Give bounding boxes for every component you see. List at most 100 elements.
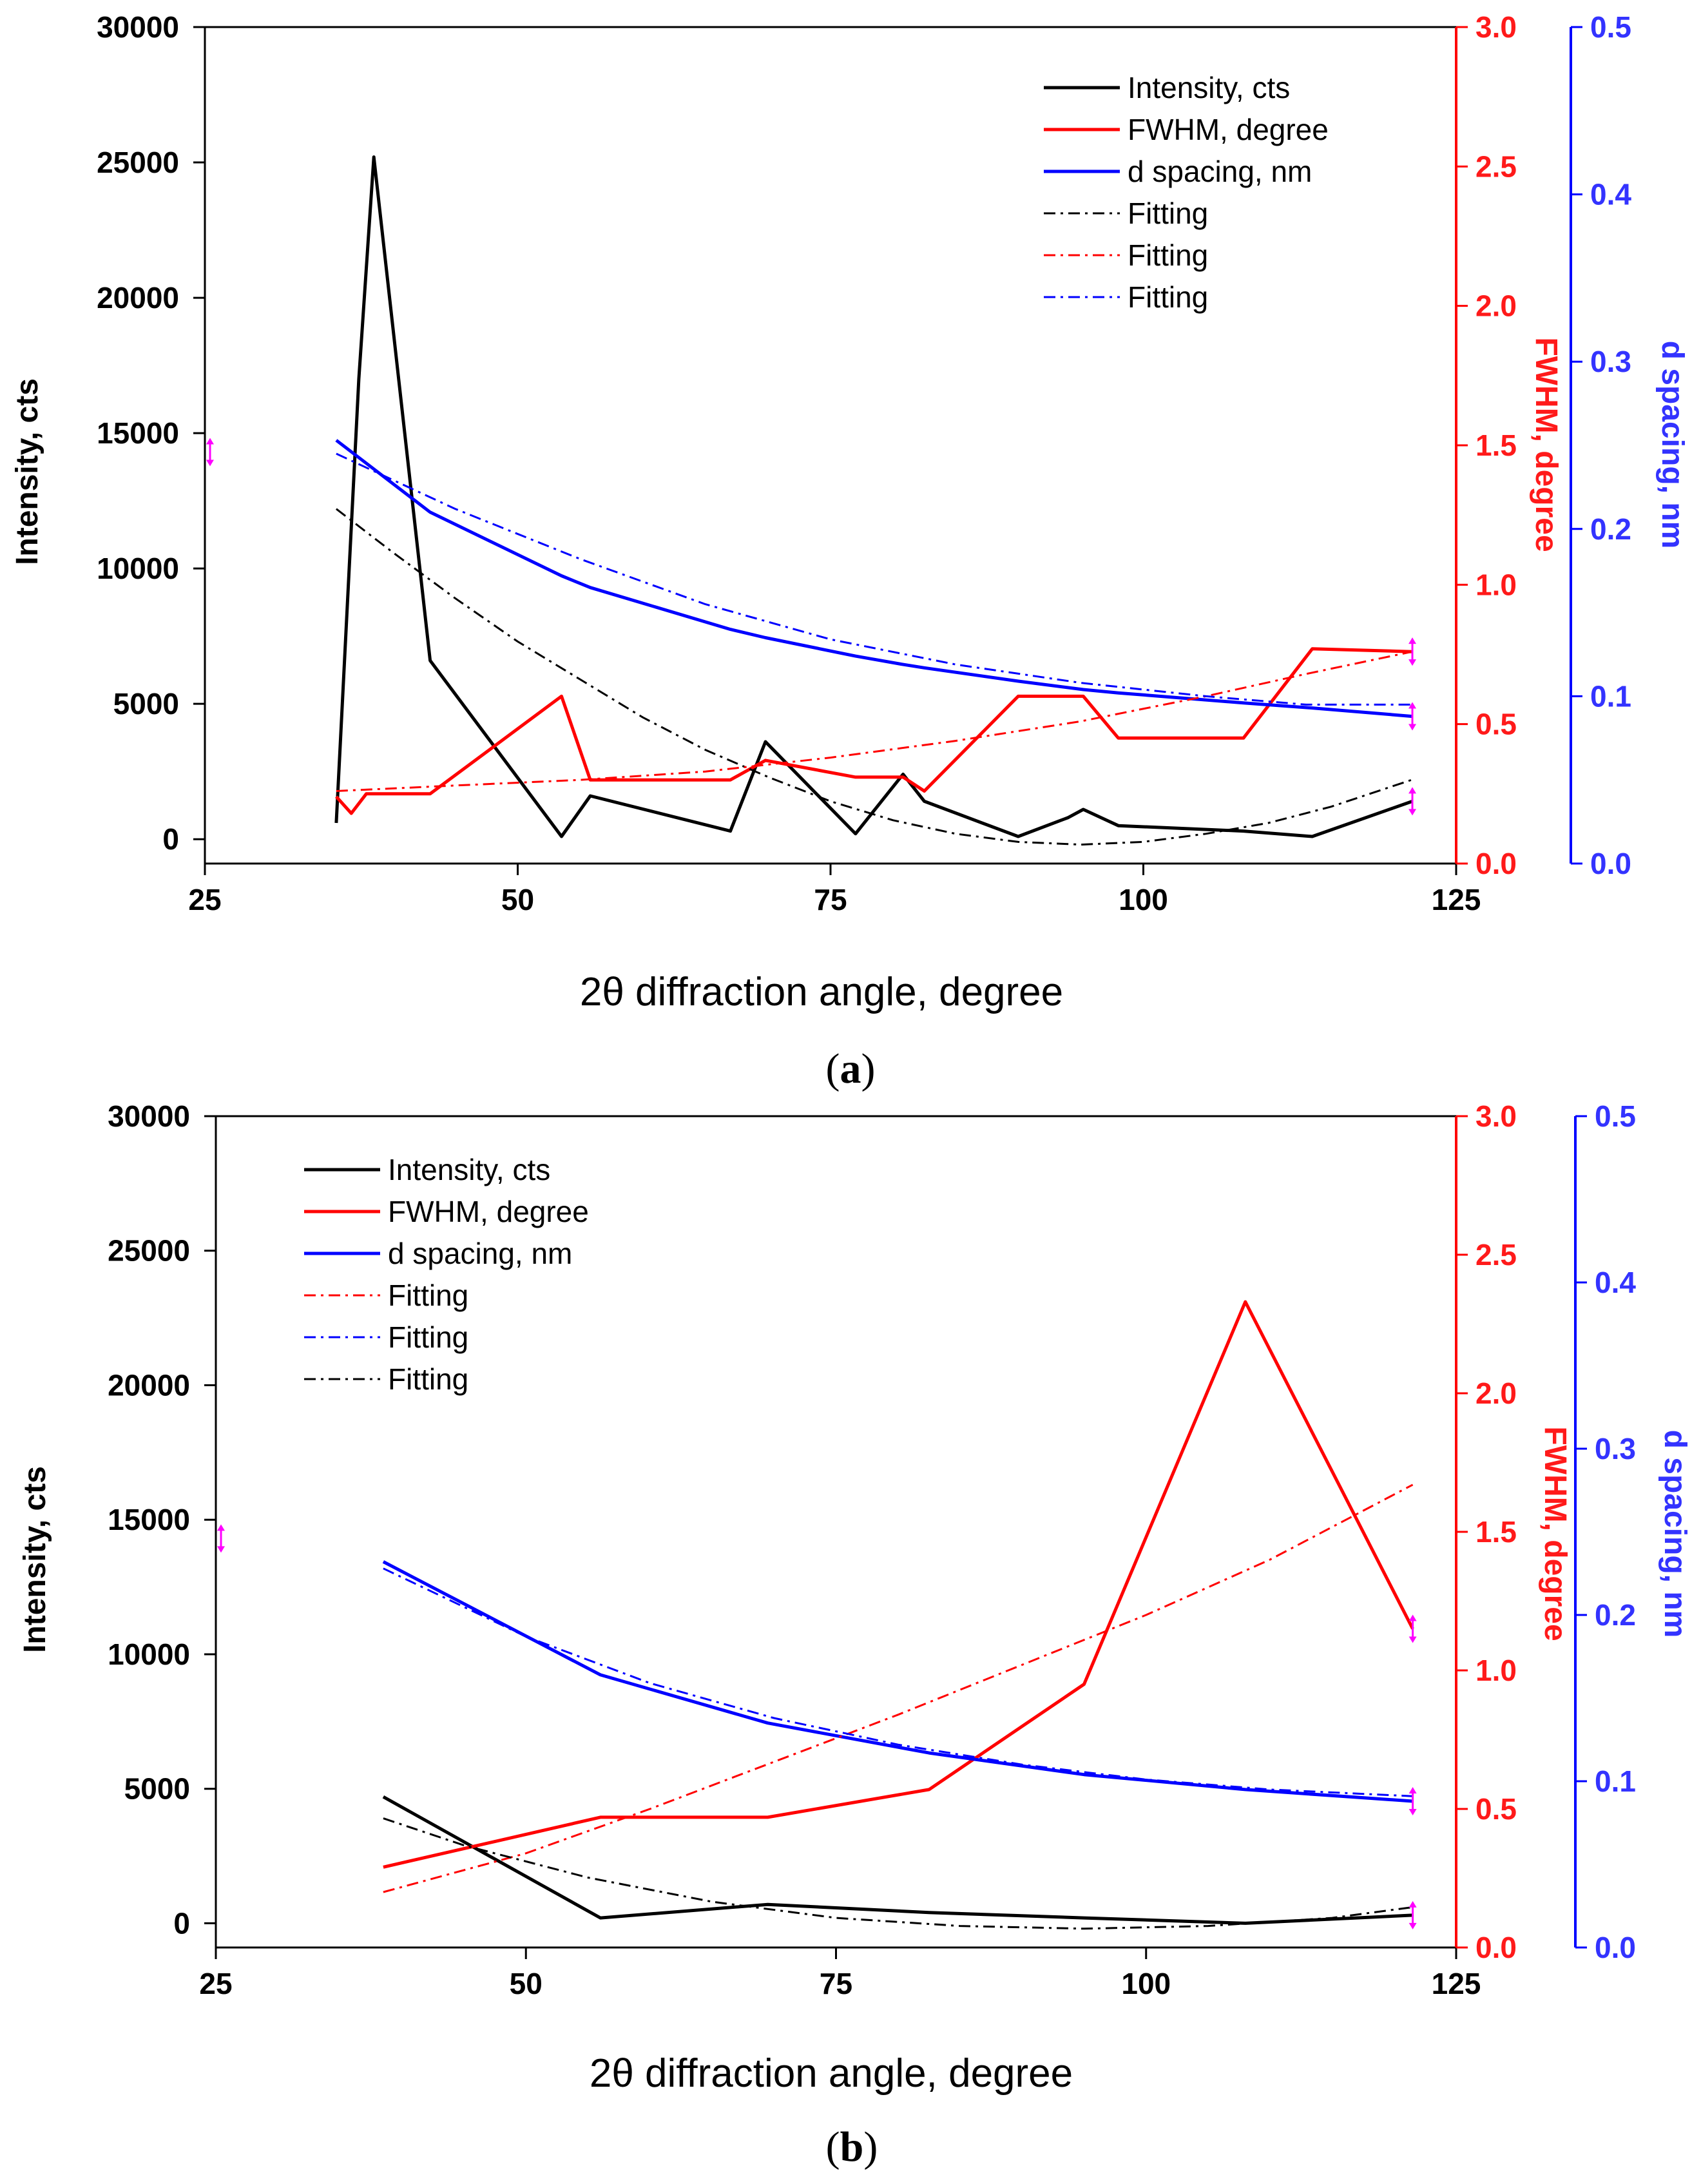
y-tick-label-left: 25000 — [97, 146, 179, 179]
y-tick-label-fwhm: 0.0 — [1475, 847, 1517, 880]
y-tick-label-d-spacing: 0.2 — [1595, 1598, 1636, 1632]
panel-caption-a: (a) — [826, 1045, 876, 1092]
caption-open-paren: ( — [826, 1045, 840, 1092]
fit-line-d-spacing — [383, 1567, 1413, 1797]
chart-panel-a: 25 50 75 100 125 0 5000 10000 15000 20000 25000 300… — [10, 10, 1689, 1092]
caption-close-paren: ) — [861, 1045, 876, 1092]
chart-panel-b: 25 50 75 100 125 0 5000 10000 15000 20000 25000 300… — [18, 1099, 1692, 2170]
legend-label: Fitting — [388, 1279, 468, 1312]
break-marker-head — [1408, 637, 1417, 644]
y-tick-label-fwhm: 0.5 — [1475, 1792, 1517, 1826]
y-tick-label-d-spacing: 0.2 — [1590, 512, 1631, 546]
legend-label: FWHM, degree — [1128, 113, 1329, 146]
legend-label: Fitting — [1128, 238, 1208, 272]
y-tick-label-fwhm: 1.5 — [1475, 1515, 1517, 1549]
legend-label: Fitting — [1128, 197, 1208, 230]
break-marker-tail — [1408, 724, 1417, 731]
x-tick-label: 25 — [199, 1967, 232, 2000]
y-axis-title-fwhm: FWHM, degree — [1538, 1426, 1572, 1641]
break-marker-head — [1408, 1614, 1417, 1621]
break-marker-tail — [1408, 659, 1417, 666]
y-tick-label-d-spacing: 0.0 — [1590, 847, 1631, 880]
break-marker-left-head — [217, 1524, 225, 1531]
x-axis-title: 2θ diffraction angle, degree — [590, 2051, 1073, 2096]
y-tick-label-left: 30000 — [97, 10, 179, 44]
plot-area-a: 25 50 75 100 125 0 5000 10000 15000 20000 25000 300… — [97, 10, 1631, 916]
break-marker-left-tail — [217, 1546, 225, 1553]
x-tick-label: 100 — [1121, 1967, 1171, 2000]
legend-label: Fitting — [388, 1320, 468, 1354]
y-tick-label-d-spacing: 0.3 — [1590, 345, 1631, 378]
y-tick-label-left: 0 — [173, 1906, 190, 1940]
y-axis-title-intensity: Intensity, cts — [18, 1466, 52, 1653]
break-marker-head — [1408, 702, 1417, 709]
y-tick-label-left: 20000 — [108, 1368, 190, 1402]
y-axis-title-intensity: Intensity, cts — [10, 378, 44, 565]
legend-label: d spacing, nm — [1128, 155, 1312, 188]
y-tick-label-left: 20000 — [97, 281, 179, 314]
break-marker-head — [1408, 1786, 1417, 1793]
y-tick-label-left: 10000 — [108, 1638, 190, 1671]
legend-label: FWHM, degree — [388, 1195, 589, 1228]
y-tick-label-d-spacing: 0.0 — [1595, 1931, 1636, 1964]
break-marker-head — [1408, 787, 1417, 794]
legend-label: Fitting — [388, 1362, 468, 1396]
y-axis-title-d-spacing: d spacing, nm — [1658, 1430, 1692, 1638]
y-tick-label-fwhm: 1.5 — [1475, 429, 1517, 462]
break-marker-tail — [1408, 1922, 1417, 1929]
y-tick-label-left: 25000 — [108, 1234, 190, 1268]
break-marker-tail — [1408, 1808, 1417, 1815]
y-tick-label-fwhm: 1.0 — [1475, 568, 1517, 601]
plot-area-b: 25 50 75 100 125 0 5000 10000 15000 20000 25000 300… — [108, 1099, 1636, 2000]
series-line-fwhm — [335, 647, 1413, 815]
x-tick-label: 50 — [501, 883, 534, 916]
fit-line-intensity — [383, 1817, 1413, 1930]
y-tick-label-d-spacing: 0.5 — [1590, 10, 1631, 44]
caption-open-paren: ( — [826, 2123, 840, 2170]
x-tick-label: 125 — [1432, 883, 1481, 916]
series-line-fwhm — [383, 1300, 1414, 1869]
x-tick-label: 75 — [814, 883, 847, 916]
fit-line-fwhm — [336, 650, 1413, 792]
y-tick-label-fwhm: 2.5 — [1475, 1238, 1517, 1271]
y-tick-label-fwhm: 0.0 — [1475, 1931, 1517, 1964]
x-tick-label: 125 — [1432, 1967, 1481, 2000]
break-marker-tail — [1408, 1636, 1417, 1643]
legend-label: Fitting — [1128, 280, 1208, 314]
caption-letter: b — [840, 2123, 864, 2170]
y-tick-label-d-spacing: 0.4 — [1595, 1266, 1636, 1299]
y-tick-label-d-spacing: 0.3 — [1595, 1432, 1636, 1465]
y-tick-label-left: 30000 — [108, 1099, 190, 1133]
y-tick-label-d-spacing: 0.5 — [1595, 1099, 1636, 1133]
y-tick-label-fwhm: 2.0 — [1475, 289, 1517, 323]
y-tick-label-d-spacing: 0.1 — [1595, 1764, 1636, 1798]
y-tick-label-left: 15000 — [97, 416, 179, 450]
caption-close-paren: ) — [863, 2123, 878, 2170]
y-tick-label-left: 0 — [162, 822, 179, 856]
y-tick-label-fwhm: 2.0 — [1475, 1377, 1517, 1410]
y-tick-label-left: 10000 — [97, 552, 179, 585]
fit-line-fwhm — [383, 1483, 1414, 1893]
y-tick-label-d-spacing: 0.4 — [1590, 178, 1631, 211]
y-tick-label-left: 15000 — [108, 1503, 190, 1536]
y-axis-title-fwhm: FWHM, degree — [1529, 337, 1563, 552]
y-tick-label-fwhm: 0.5 — [1475, 708, 1517, 741]
x-tick-label: 25 — [188, 883, 221, 916]
legend-label: Intensity, cts — [388, 1153, 550, 1186]
y-tick-label-fwhm: 1.0 — [1475, 1654, 1517, 1687]
x-tick-label: 50 — [510, 1967, 543, 2000]
y-tick-label-d-spacing: 0.1 — [1590, 679, 1631, 713]
y-tick-label-fwhm: 2.5 — [1475, 150, 1517, 183]
break-marker-left-tail — [206, 459, 214, 467]
fit-line-d-spacing — [336, 452, 1412, 706]
series-line-d-spacing — [382, 1560, 1413, 1803]
y-axis-title-d-spacing: d spacing, nm — [1655, 341, 1689, 549]
series-line-intensity — [334, 155, 1413, 838]
break-marker-tail — [1408, 809, 1417, 816]
y-tick-label-fwhm: 3.0 — [1475, 1099, 1517, 1133]
legend-label: Intensity, cts — [1128, 71, 1290, 104]
y-tick-label-left: 5000 — [113, 687, 179, 720]
caption-letter: a — [840, 1045, 861, 1092]
break-marker-left-head — [206, 438, 214, 445]
